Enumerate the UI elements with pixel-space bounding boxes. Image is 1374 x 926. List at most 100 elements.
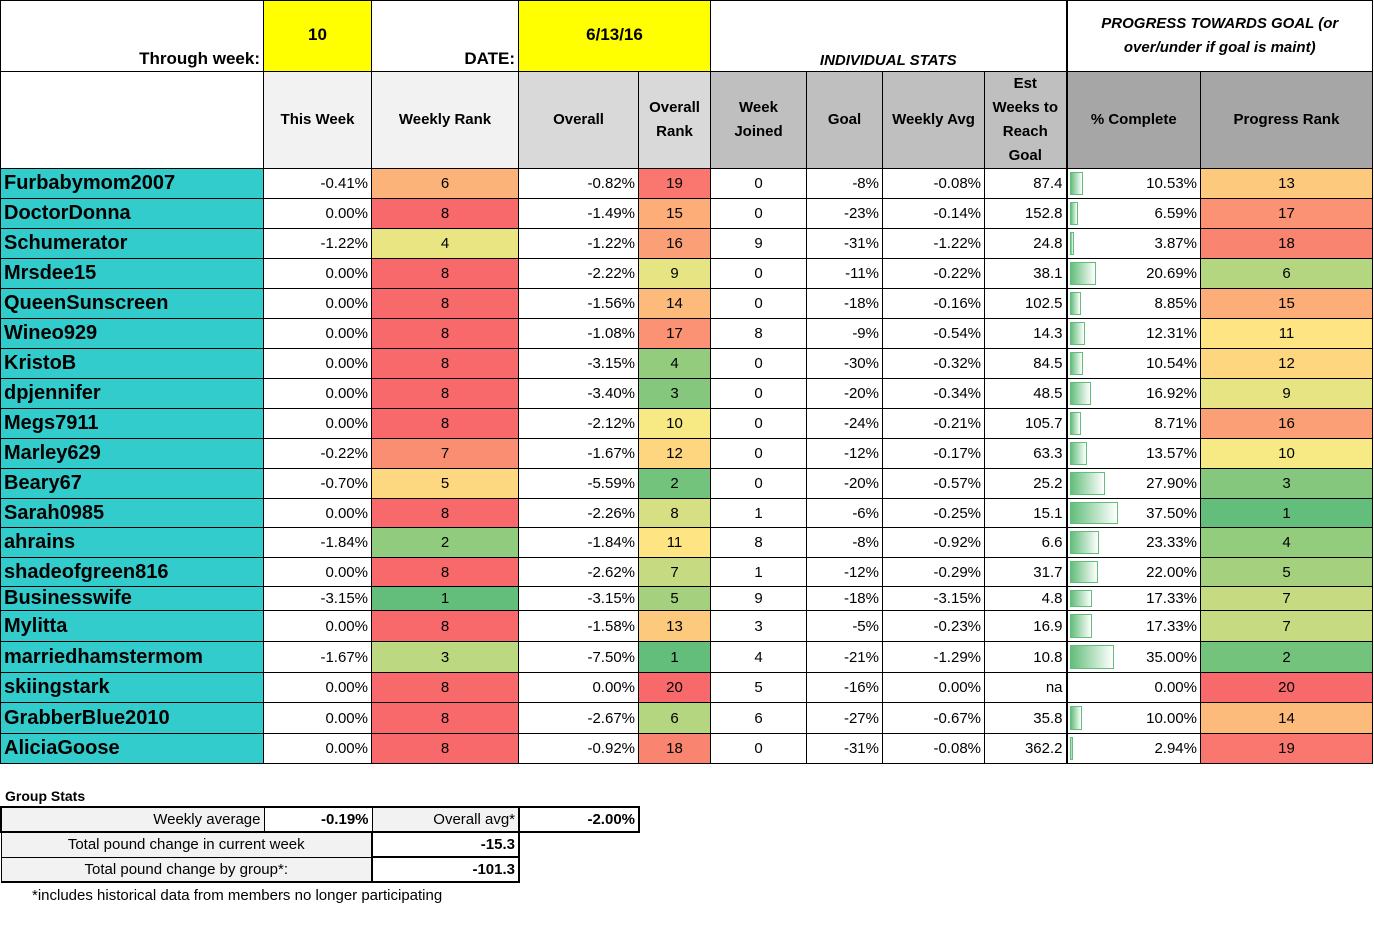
overall-rank-cell[interactable]: 2 [638, 468, 711, 499]
overall-cell[interactable]: -0.82% [518, 168, 639, 199]
week-joined-cell[interactable]: 1 [710, 557, 807, 587]
overall-cell[interactable]: -2.12% [518, 408, 639, 439]
weekly-avg-cell[interactable]: -0.14% [882, 198, 985, 229]
week-joined-cell[interactable]: 9 [710, 586, 807, 611]
progress-rank-cell[interactable]: 18 [1200, 228, 1373, 259]
overall-cell[interactable]: -3.40% [518, 378, 639, 409]
overall-rank-cell[interactable]: 17 [638, 318, 711, 349]
this-week-cell[interactable]: 0.00% [263, 198, 372, 229]
est-weeks-cell[interactable]: 362.2 [984, 733, 1067, 764]
this-week-cell[interactable]: -1.84% [263, 527, 372, 558]
weekly-avg-cell[interactable]: -0.92% [882, 527, 985, 558]
member-name-cell[interactable]: Businesswife [0, 586, 264, 611]
week-joined-cell[interactable]: 0 [710, 438, 807, 469]
progress-rank-cell[interactable]: 10 [1200, 438, 1373, 469]
overall-cell[interactable]: -5.59% [518, 468, 639, 499]
goal-cell[interactable]: -20% [806, 468, 883, 499]
this-week-cell[interactable]: -0.22% [263, 438, 372, 469]
member-name-cell[interactable]: Furbabymom2007 [0, 168, 264, 199]
column-header[interactable]: Est Weeks to Reach Goal [984, 71, 1067, 169]
weekly-avg-cell[interactable]: -0.21% [882, 408, 985, 439]
member-name-cell[interactable]: shadeofgreen816 [0, 557, 264, 587]
est-weeks-cell[interactable]: 48.5 [984, 378, 1067, 409]
overall-rank-cell[interactable]: 8 [638, 498, 711, 528]
weekly-rank-cell[interactable]: 8 [371, 258, 519, 289]
weekly-rank-cell[interactable]: 6 [371, 168, 519, 199]
est-weeks-cell[interactable]: 152.8 [984, 198, 1067, 229]
column-header[interactable]: Progress Rank [1200, 71, 1373, 169]
this-week-cell[interactable]: 0.00% [263, 408, 372, 439]
progress-rank-cell[interactable]: 2 [1200, 641, 1373, 673]
week-joined-cell[interactable]: 0 [710, 468, 807, 499]
week-joined-cell[interactable]: 4 [710, 641, 807, 673]
percent-complete-cell[interactable]: 8.85% [1065, 288, 1201, 319]
overall-rank-cell[interactable]: 12 [638, 438, 711, 469]
est-weeks-cell[interactable]: 87.4 [984, 168, 1067, 199]
goal-cell[interactable]: -21% [806, 641, 883, 673]
week-joined-cell[interactable]: 0 [710, 258, 807, 289]
through-week-value[interactable]: 10 [263, 0, 372, 72]
member-name-cell[interactable]: GrabberBlue2010 [0, 702, 264, 734]
this-week-cell[interactable]: 0.00% [263, 378, 372, 409]
weekly-rank-cell[interactable]: 1 [371, 586, 519, 611]
column-header[interactable]: % Complete [1065, 71, 1201, 169]
weekly-rank-cell[interactable]: 3 [371, 641, 519, 673]
member-name-cell[interactable]: QueenSunscreen [0, 288, 264, 319]
goal-cell[interactable]: -16% [806, 672, 883, 703]
column-header[interactable]: Overall Rank [638, 71, 711, 169]
goal-cell[interactable]: -8% [806, 527, 883, 558]
weekly-rank-cell[interactable]: 8 [371, 702, 519, 734]
this-week-cell[interactable]: -0.41% [263, 168, 372, 199]
goal-cell[interactable]: -9% [806, 318, 883, 349]
column-header[interactable]: This Week [263, 71, 372, 169]
week-joined-cell[interactable]: 0 [710, 288, 807, 319]
overall-cell[interactable]: -2.22% [518, 258, 639, 289]
weekly-avg-cell[interactable]: -0.16% [882, 288, 985, 319]
overall-cell[interactable]: -1.56% [518, 288, 639, 319]
progress-rank-cell[interactable]: 20 [1200, 672, 1373, 703]
week-joined-cell[interactable]: 8 [710, 318, 807, 349]
member-name-cell[interactable]: Schumerator [0, 228, 264, 259]
est-weeks-cell[interactable]: 10.8 [984, 641, 1067, 673]
this-week-cell[interactable]: 0.00% [263, 672, 372, 703]
weekly-avg-cell[interactable]: -0.32% [882, 348, 985, 379]
est-weeks-cell[interactable]: 25.2 [984, 468, 1067, 499]
week-joined-cell[interactable]: 1 [710, 498, 807, 528]
percent-complete-cell[interactable]: 23.33% [1065, 527, 1201, 558]
weekly-rank-cell[interactable]: 8 [371, 733, 519, 764]
weekly-avg-cell[interactable]: -0.25% [882, 498, 985, 528]
this-week-cell[interactable]: -1.67% [263, 641, 372, 673]
goal-cell[interactable]: -5% [806, 610, 883, 642]
goal-cell[interactable]: -30% [806, 348, 883, 379]
goal-cell[interactable]: -31% [806, 733, 883, 764]
week-joined-cell[interactable]: 8 [710, 527, 807, 558]
progress-rank-cell[interactable]: 14 [1200, 702, 1373, 734]
progress-rank-cell[interactable]: 9 [1200, 378, 1373, 409]
overall-rank-cell[interactable]: 7 [638, 557, 711, 587]
progress-rank-cell[interactable]: 17 [1200, 198, 1373, 229]
this-week-cell[interactable]: -3.15% [263, 586, 372, 611]
week-joined-cell[interactable]: 0 [710, 348, 807, 379]
goal-cell[interactable]: -12% [806, 557, 883, 587]
progress-rank-cell[interactable]: 7 [1200, 610, 1373, 642]
percent-complete-cell[interactable]: 6.59% [1065, 198, 1201, 229]
column-header[interactable]: Weekly Avg [882, 71, 985, 169]
weekly-rank-cell[interactable]: 8 [371, 378, 519, 409]
week-joined-cell[interactable]: 6 [710, 702, 807, 734]
percent-complete-cell[interactable]: 35.00% [1065, 641, 1201, 673]
goal-cell[interactable]: -8% [806, 168, 883, 199]
overall-cell[interactable]: -1.67% [518, 438, 639, 469]
weekly-avg-cell[interactable]: -0.29% [882, 557, 985, 587]
overall-cell[interactable]: 0.00% [518, 672, 639, 703]
member-name-cell[interactable]: ahrains [0, 527, 264, 558]
weekly-rank-cell[interactable]: 8 [371, 557, 519, 587]
goal-cell[interactable]: -23% [806, 198, 883, 229]
this-week-cell[interactable]: 0.00% [263, 498, 372, 528]
week-joined-cell[interactable]: 9 [710, 228, 807, 259]
member-name-cell[interactable]: KristoB [0, 348, 264, 379]
week-joined-cell[interactable]: 0 [710, 168, 807, 199]
member-name-cell[interactable]: Sarah0985 [0, 498, 264, 528]
this-week-cell[interactable]: -1.22% [263, 228, 372, 259]
this-week-cell[interactable]: 0.00% [263, 318, 372, 349]
overall-cell[interactable]: -1.08% [518, 318, 639, 349]
